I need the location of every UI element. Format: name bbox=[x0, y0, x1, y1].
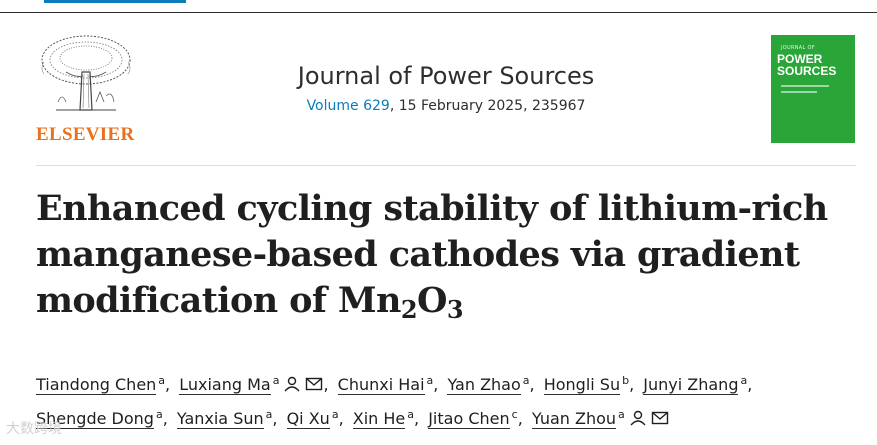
elsevier-tree-icon bbox=[41, 35, 131, 111]
volume-link[interactable]: Volume 629 bbox=[306, 98, 390, 114]
author-name-link[interactable]: Yan Zhao bbox=[447, 375, 521, 395]
author: Shengde Dong a, bbox=[36, 408, 168, 429]
author: Yan Zhao a, bbox=[447, 374, 535, 395]
title-subscript-1: 2 bbox=[400, 295, 418, 324]
author-name-link[interactable]: Luxiang Ma bbox=[179, 375, 271, 395]
author: Xin He a, bbox=[352, 408, 420, 429]
affiliation-marker[interactable]: a bbox=[407, 408, 415, 421]
citation-details: , 15 February 2025, 235967 bbox=[389, 98, 586, 114]
affiliation-marker[interactable]: a bbox=[272, 374, 280, 387]
author-name-link[interactable]: Tiandong Chen bbox=[36, 375, 157, 395]
journal-info: Journal of Power Sources Volume 629, 15 … bbox=[196, 62, 696, 114]
email-icon[interactable] bbox=[305, 376, 323, 392]
author-name-link[interactable]: Yanxia Sun bbox=[176, 409, 264, 429]
watermark: 大数跨境 bbox=[6, 421, 62, 437]
author: Hongli Su b, bbox=[543, 374, 635, 395]
affiliation-marker[interactable]: a bbox=[331, 408, 339, 421]
author: Qi Xu a, bbox=[286, 408, 344, 429]
cover-decoration bbox=[781, 91, 817, 93]
author-name-link[interactable]: Chunxi Hai bbox=[337, 375, 425, 395]
affiliation-marker[interactable]: b bbox=[622, 374, 630, 387]
cover-decoration bbox=[781, 85, 829, 87]
title-line-2: manganese-based cathodes via gradient bbox=[36, 234, 800, 275]
author: Junyi Zhang a, bbox=[643, 374, 753, 395]
affiliation-marker[interactable]: a bbox=[265, 408, 273, 421]
author-name-link[interactable]: Shengde Dong bbox=[36, 409, 154, 429]
person-icon[interactable] bbox=[283, 376, 301, 392]
author-name-link[interactable]: Qi Xu bbox=[286, 409, 330, 429]
journal-cover-thumbnail[interactable]: JOURNAL OF POWER SOURCES bbox=[771, 35, 855, 143]
author: Yuan Zhou a bbox=[531, 408, 669, 429]
author-list: Tiandong Chen a, Luxiang Ma a, Chunxi Hai a… bbox=[36, 366, 836, 434]
title-line-1: Enhanced cycling stability of lithium-ri… bbox=[36, 188, 828, 229]
publisher-name: ELSEVIER bbox=[36, 124, 135, 145]
title-subscript-2: 3 bbox=[446, 295, 464, 324]
author-name-link[interactable]: Junyi Zhang bbox=[643, 375, 739, 395]
title-line-3-text: modification of Mn bbox=[36, 280, 402, 321]
author-name-link[interactable]: Xin He bbox=[352, 409, 406, 429]
affiliation-marker[interactable]: c bbox=[511, 408, 518, 421]
journal-title[interactable]: Journal of Power Sources bbox=[297, 62, 595, 90]
affiliation-marker[interactable]: a bbox=[522, 374, 530, 387]
journal-header: ELSEVIER Journal of Power Sources Volume… bbox=[36, 32, 858, 160]
citation-line: Volume 629, 15 February 2025, 235967 bbox=[196, 98, 696, 114]
email-icon[interactable] bbox=[651, 410, 669, 426]
title-line-3-element: O bbox=[417, 280, 447, 321]
affiliation-marker[interactable]: a bbox=[740, 374, 748, 387]
author: Chunxi Hai a, bbox=[337, 374, 439, 395]
header-divider bbox=[36, 165, 856, 166]
article-title: Enhanced cycling stability of lithium-ri… bbox=[36, 186, 836, 324]
author: Luxiang Ma a, bbox=[179, 374, 329, 395]
cover-small-text: JOURNAL OF bbox=[781, 45, 815, 51]
author-name-link[interactable]: Yuan Zhou bbox=[531, 409, 617, 429]
active-tab-indicator bbox=[44, 0, 186, 3]
author-name-link[interactable]: Jitao Chen bbox=[428, 409, 510, 429]
cover-title-line1: POWER bbox=[777, 52, 823, 66]
author-name-link[interactable]: Hongli Su bbox=[543, 375, 621, 395]
author: Jitao Chen c, bbox=[428, 408, 523, 429]
affiliation-marker[interactable]: a bbox=[158, 374, 166, 387]
title-line-3: modification of Mn2O3 bbox=[36, 280, 464, 324]
person-icon[interactable] bbox=[629, 410, 647, 426]
cover-title-line2: SOURCES bbox=[777, 64, 837, 78]
author: Tiandong Chen a, bbox=[36, 374, 171, 395]
top-divider bbox=[0, 12, 877, 13]
author: Yanxia Sun a, bbox=[176, 408, 278, 429]
affiliation-marker[interactable]: a bbox=[426, 374, 434, 387]
affiliation-marker[interactable]: a bbox=[618, 408, 625, 421]
affiliation-marker[interactable]: a bbox=[155, 408, 163, 421]
cover-title: POWER SOURCES bbox=[777, 53, 851, 77]
publisher-logo[interactable]: ELSEVIER bbox=[36, 32, 136, 146]
